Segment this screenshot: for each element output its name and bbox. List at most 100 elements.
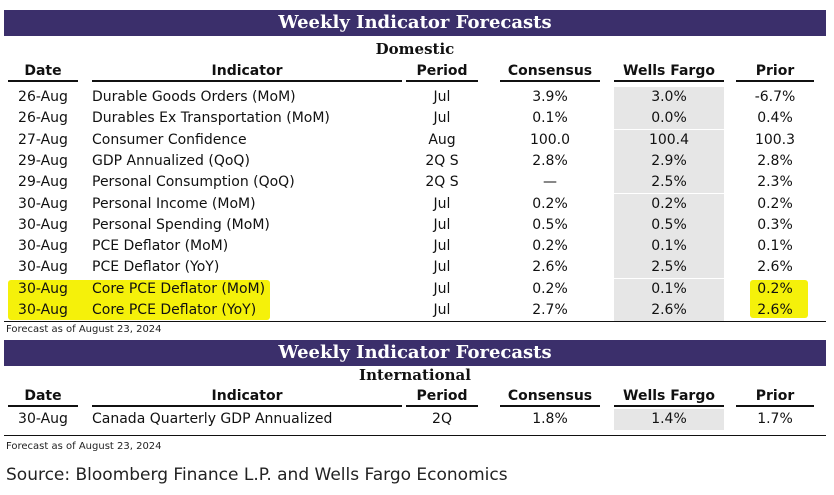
table-row: 30-Aug Personal Income (MoM) Jul 0.2% 0.2% 0.…: [4, 193, 826, 215]
cell-prior: 1.7%: [757, 411, 793, 427]
header-date: Date: [8, 387, 78, 407]
table-row: 26-Aug Durables Ex Transportation (MoM) Ju…: [4, 108, 826, 130]
cell-date: 30-Aug: [18, 411, 68, 427]
cell-consensus: 2.8%: [532, 152, 568, 169]
cell-indicator: Consumer Confidence: [92, 131, 247, 148]
cell-indicator: Core PCE Deflator (MoM): [92, 280, 266, 297]
cell-consensus: 0.2%: [532, 280, 568, 297]
highlight-core-pce-rows: [8, 280, 270, 320]
table-row: 30-Aug Personal Spending (MoM) Jul 0.5% 0.5%…: [4, 214, 826, 236]
cell-date: 30-Aug: [18, 259, 68, 276]
table-row: 29-Aug Personal Consumption (QoQ) 2Q S — 2.5…: [4, 172, 826, 194]
cell-indicator: Core PCE Deflator (YoY): [92, 302, 257, 318]
domestic-forecast-note: Forecast as of August 23, 2024: [6, 324, 162, 335]
cell-indicator: Personal Income (MoM): [92, 195, 256, 212]
cell-prior: -6.7%: [754, 89, 796, 105]
cell-indicator: Personal Spending (MoM): [92, 216, 270, 233]
header-period: Period: [406, 62, 478, 82]
cell-consensus: —: [543, 174, 557, 191]
highlight-prior-core-pce: [750, 280, 808, 318]
cell-date: 30-Aug: [18, 195, 68, 212]
cell-wells-fargo: 1.4%: [614, 409, 724, 430]
cell-indicator: Canada Quarterly GDP Annualized: [92, 411, 333, 427]
cell-prior: 0.4%: [757, 110, 793, 127]
cell-period: Jul: [433, 238, 451, 255]
cell-indicator: PCE Deflator (YoY): [92, 259, 220, 276]
cell-period: Jul: [433, 216, 451, 233]
cell-date: 30-Aug: [18, 238, 68, 255]
cell-wells-fargo: 0.0%: [614, 108, 724, 130]
cell-date: 29-Aug: [18, 174, 68, 191]
cell-period: Jul: [433, 110, 451, 127]
cell-consensus: 100.0: [529, 131, 571, 148]
cell-period: Jul: [433, 280, 451, 297]
table-row: 30-Aug PCE Deflator (MoM) Jul 0.2% 0.1% 0.1%: [4, 236, 826, 258]
cell-consensus: 1.8%: [532, 411, 568, 427]
table-row: 26-Aug Durable Goods Orders (MoM) Jul 3.9% 3…: [4, 87, 826, 108]
cell-date: 30-Aug: [18, 280, 68, 297]
cell-wells-fargo: 2.9%: [614, 150, 724, 172]
cell-prior: 100.3: [754, 131, 796, 148]
cell-wells-fargo: 0.2%: [614, 193, 724, 215]
cell-consensus: 0.5%: [532, 216, 568, 233]
cell-period: 2Q: [432, 411, 452, 427]
table-row: 29-Aug GDP Annualized (QoQ) 2Q S 2.8% 2.9% 2.…: [4, 150, 826, 172]
international-forecast-note: Forecast as of August 23, 2024: [6, 441, 162, 452]
domestic-section-title: Domestic: [375, 40, 455, 58]
cell-consensus: 3.9%: [532, 89, 568, 105]
cell-date: 26-Aug: [18, 110, 68, 127]
cell-wells-fargo: 3.0%: [614, 87, 724, 108]
international-table-bottom-rule: [4, 435, 826, 436]
cell-prior: 2.3%: [757, 174, 793, 191]
cell-date: 26-Aug: [18, 89, 68, 105]
cell-prior: 2.8%: [757, 152, 793, 169]
domestic-table-bottom-rule: [4, 321, 826, 322]
header-consensus: Consensus: [500, 62, 600, 82]
international-header-row: Date Indicator Period Consensus Wells Fa…: [4, 387, 826, 407]
table-row: 30-Aug PCE Deflator (YoY) Jul 2.6% 2.5% 2.6%: [4, 257, 826, 279]
cell-period: Jul: [433, 195, 451, 212]
cell-date: 29-Aug: [18, 152, 68, 169]
cell-wells-fargo: 100.4: [614, 129, 724, 151]
cell-period: 2Q S: [425, 174, 459, 191]
cell-indicator: PCE Deflator (MoM): [92, 238, 229, 255]
cell-prior: 2.6%: [757, 302, 793, 318]
cell-date: 30-Aug: [18, 216, 68, 233]
cell-prior: 0.3%: [757, 216, 793, 233]
international-banner: Weekly Indicator Forecasts: [4, 340, 826, 366]
table-row: 27-Aug Consumer Confidence Aug 100.0 100.4 10…: [4, 129, 826, 151]
header-consensus: Consensus: [500, 387, 600, 407]
cell-date: 30-Aug: [18, 302, 68, 318]
international-section-title: International: [359, 366, 471, 384]
header-period: Period: [406, 387, 478, 407]
cell-indicator: GDP Annualized (QoQ): [92, 152, 250, 169]
domestic-banner: Weekly Indicator Forecasts: [4, 10, 826, 36]
cell-indicator: Durables Ex Transportation (MoM): [92, 110, 330, 127]
cell-consensus: 2.6%: [532, 259, 568, 276]
cell-indicator: Durable Goods Orders (MoM): [92, 89, 296, 105]
header-wells-fargo: Wells Fargo: [614, 387, 724, 407]
cell-period: Jul: [433, 259, 451, 276]
cell-wells-fargo: 2.5%: [614, 172, 724, 194]
table-row: 30-Aug Core PCE Deflator (MoM) Jul 0.2% 0.1%…: [4, 278, 826, 300]
cell-prior: 0.2%: [757, 195, 793, 212]
cell-prior: 0.1%: [757, 238, 793, 255]
cell-consensus: 2.7%: [532, 302, 568, 318]
header-prior: Prior: [736, 62, 814, 82]
cell-wells-fargo: 0.5%: [614, 214, 724, 236]
cell-indicator: Personal Consumption (QoQ): [92, 174, 295, 191]
cell-consensus: 0.2%: [532, 238, 568, 255]
header-prior: Prior: [736, 387, 814, 407]
header-date: Date: [8, 62, 78, 82]
cell-consensus: 0.1%: [532, 110, 568, 127]
table-row: 30-Aug Canada Quarterly GDP Annualized 2Q 1…: [4, 409, 826, 430]
cell-period: Aug: [428, 131, 456, 148]
cell-period: Jul: [433, 302, 451, 318]
cell-period: Jul: [433, 89, 451, 105]
header-wells-fargo: Wells Fargo: [614, 62, 724, 82]
domestic-header-row: Date Indicator Period Consensus Wells Fa…: [4, 62, 826, 82]
header-indicator: Indicator: [92, 387, 402, 407]
cell-period: 2Q S: [425, 152, 459, 169]
source-note: Source: Bloomberg Finance L.P. and Wells…: [6, 465, 508, 485]
cell-prior: 2.6%: [757, 259, 793, 276]
